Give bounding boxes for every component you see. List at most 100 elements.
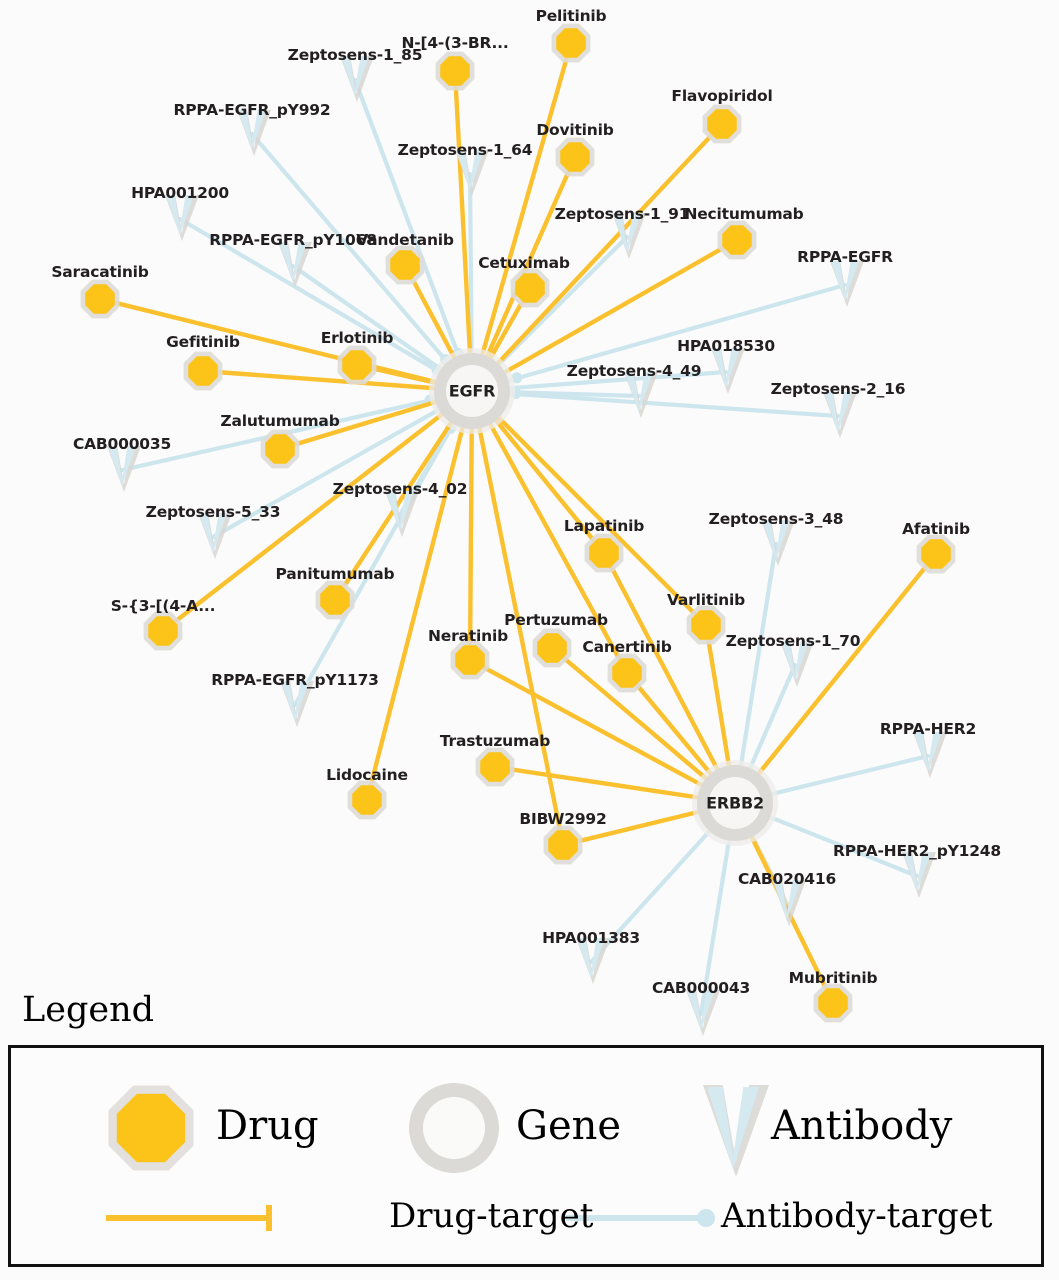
- drug-label: BIBW2992: [519, 810, 607, 828]
- octagon-icon[interactable]: [342, 350, 372, 380]
- drug-label: Gefitinib: [166, 333, 240, 351]
- chevron-icon[interactable]: [238, 110, 266, 150]
- drug-node: [510, 268, 550, 308]
- drug-label: Pelitinib: [535, 7, 607, 25]
- antibody-node: [278, 242, 312, 288]
- network-graph: Zeptosens-1_85 Zeptosens-1_64 RPPA-EGFR_pY…: [51, 7, 1001, 1036]
- legend-antibody-edge-circle-icon: [697, 1209, 715, 1227]
- legend-box: Drug Gene Antibody Drug-target Antibody-…: [8, 1045, 1044, 1267]
- chevron-icon[interactable]: [903, 852, 931, 892]
- legend-label-gene: Gene: [516, 1103, 622, 1149]
- drug-node: [607, 653, 647, 693]
- chevron-icon[interactable]: [781, 641, 809, 681]
- antibody-node: [772, 880, 806, 926]
- network-svg: [80, 23, 956, 1036]
- drug-label: S-{3-[(4-A...: [110, 597, 216, 615]
- octagon-icon[interactable]: [691, 610, 721, 640]
- octagon-icon[interactable]: [480, 752, 510, 782]
- antibody-label: HPA018530: [677, 337, 775, 355]
- chevron-icon[interactable]: [613, 213, 641, 253]
- antibody-label: Zeptosens-2_16: [770, 380, 906, 398]
- octagon-icon[interactable]: [722, 225, 752, 255]
- octagon-icon[interactable]: [515, 273, 545, 303]
- octagon-icon[interactable]: [188, 356, 218, 386]
- chevron-icon[interactable]: [108, 446, 136, 486]
- octagon-icon[interactable]: [390, 250, 420, 280]
- antibody-label: Zeptosens-1_91: [554, 205, 690, 223]
- drug-edge-2: [469, 121, 725, 394]
- drug-label: Lidocaine: [326, 766, 408, 784]
- antibody-node: [711, 348, 745, 394]
- gene-label: ERBB2: [706, 793, 764, 813]
- gene-label: EGFR: [448, 381, 496, 401]
- antibody-label: HPA001383: [542, 929, 640, 947]
- drug-node: [717, 220, 757, 260]
- octagon-icon[interactable]: [921, 539, 951, 569]
- antibody-node: [761, 520, 795, 566]
- drug-node: [347, 780, 387, 820]
- chevron-icon[interactable]: [341, 56, 369, 96]
- drug-label: Varlitinib: [666, 591, 746, 609]
- octagon-icon[interactable]: [148, 616, 178, 646]
- drug-node: [543, 825, 583, 865]
- octagon-icon[interactable]: [556, 28, 586, 58]
- octagon-icon[interactable]: [320, 585, 350, 615]
- chevron-icon[interactable]: [577, 938, 605, 978]
- drug-label: N-[4-(3-BR...: [401, 34, 509, 52]
- legend-label-antibody-target: Antibody-target: [721, 1196, 993, 1236]
- octagon-icon[interactable]: [707, 109, 737, 139]
- drug-label: Panitumumab: [275, 565, 395, 583]
- octagon-icon[interactable]: [265, 434, 295, 464]
- drug-node: [702, 104, 742, 144]
- octagon-icon[interactable]: [455, 645, 485, 675]
- legend-label-drug-target: Drug-target: [389, 1196, 594, 1236]
- antibody-node: [576, 938, 610, 984]
- antibody-node: [686, 990, 720, 1036]
- chevron-icon[interactable]: [456, 150, 484, 190]
- drug-node: [143, 611, 183, 651]
- chevron-icon[interactable]: [773, 880, 801, 920]
- antibody-edge-15: [292, 388, 475, 708]
- antibody-node: [830, 261, 864, 307]
- octagon-icon[interactable]: [589, 538, 619, 568]
- legend-chevron-icon: [707, 1087, 759, 1169]
- drug-node: [183, 351, 223, 391]
- drug-node: [80, 279, 120, 319]
- drug-edge-11: [732, 551, 939, 806]
- chevron-icon[interactable]: [386, 491, 414, 531]
- antibody-edge-10: [119, 388, 475, 473]
- octagon-icon[interactable]: [440, 56, 470, 86]
- drug-label: Vandetanib: [356, 231, 454, 249]
- octagon-icon[interactable]: [85, 284, 115, 314]
- octagon-icon[interactable]: [612, 658, 642, 688]
- chevron-icon[interactable]: [824, 392, 852, 432]
- chevron-icon[interactable]: [625, 372, 653, 412]
- chevron-icon[interactable]: [687, 990, 715, 1030]
- octagon-icon[interactable]: [548, 830, 578, 860]
- antibody-node: [902, 852, 936, 898]
- drug-node: [260, 429, 300, 469]
- chevron-icon[interactable]: [762, 520, 790, 560]
- chevron-icon[interactable]: [279, 242, 307, 282]
- octagon-icon[interactable]: [560, 142, 590, 172]
- chevron-icon[interactable]: [831, 261, 859, 301]
- drug-label: Canertinib: [582, 638, 672, 656]
- drug-label: Necitumumab: [684, 205, 804, 223]
- chevron-icon[interactable]: [166, 195, 194, 235]
- drug-edge-20: [364, 388, 475, 803]
- octagon-icon[interactable]: [818, 988, 848, 1018]
- chevron-icon[interactable]: [199, 513, 227, 553]
- octagon-icon[interactable]: [352, 785, 382, 815]
- drug-label: Erlotinib: [320, 329, 394, 347]
- gene-node: [429, 348, 515, 434]
- octagon-icon[interactable]: [537, 633, 567, 663]
- chevron-icon[interactable]: [914, 732, 942, 772]
- drug-label: Zalutumumab: [220, 412, 340, 430]
- chevron-icon[interactable]: [712, 348, 740, 388]
- chevron-icon[interactable]: [281, 681, 309, 721]
- legend-label-antibody: Antibody: [771, 1103, 953, 1149]
- drug-node: [337, 345, 377, 385]
- antibody-node: [107, 446, 141, 492]
- antibody-label: Zeptosens-3_48: [708, 510, 844, 528]
- antibody-node: [612, 213, 646, 259]
